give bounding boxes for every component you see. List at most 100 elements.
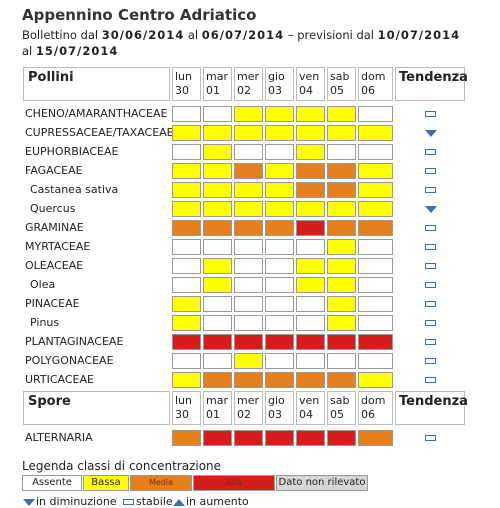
trend-icon	[425, 377, 436, 383]
level-cell	[265, 430, 294, 446]
day-header: sab 05	[327, 67, 356, 101]
level-cell	[296, 163, 325, 179]
level-cell	[234, 106, 263, 122]
level-cell	[327, 258, 356, 274]
day-header: mer 02	[234, 67, 263, 101]
row-name: EUPHORBIACEAE	[25, 145, 119, 158]
day-date: 02	[237, 408, 251, 421]
level-cell	[296, 125, 325, 141]
level-cell	[265, 277, 294, 293]
trend-shape	[425, 377, 436, 383]
day-date: 30	[175, 408, 189, 421]
level-cell	[203, 125, 232, 141]
trend-shape	[425, 282, 436, 288]
level-cell	[358, 106, 393, 122]
day-header: ven 04	[296, 391, 325, 425]
trend-label: in diminuzione	[36, 495, 117, 508]
row-name: Pinus	[30, 316, 60, 329]
level-cell	[172, 182, 201, 198]
day-header: lun 30	[172, 391, 201, 425]
legend-class: Bassa	[83, 475, 129, 491]
level-cell	[172, 106, 201, 122]
level-cell	[172, 163, 201, 179]
level-cell	[234, 220, 263, 236]
level-cell	[172, 220, 201, 236]
bulletin: Bollettino dal 30/06/2014 al 06/07/2014 …	[22, 27, 462, 59]
trend-shape	[425, 435, 436, 441]
row-name: FAGACEAE	[25, 164, 83, 177]
day-date: 01	[206, 408, 220, 421]
level-cell	[327, 182, 356, 198]
bulletin-part: al	[22, 44, 36, 58]
level-cell	[172, 277, 201, 293]
trend-shape	[425, 149, 436, 155]
level-cell	[327, 106, 356, 122]
level-cell	[358, 220, 393, 236]
title: Appennino Centro Adriatico	[22, 6, 257, 24]
level-cell	[234, 334, 263, 350]
level-cell	[172, 372, 201, 388]
day-header: dom 06	[358, 391, 393, 425]
level-cell	[296, 430, 325, 446]
day-header: sab 05	[327, 391, 356, 425]
day-date: 01	[206, 84, 220, 97]
row-name: ALTERNARIA	[25, 431, 93, 444]
level-cell	[296, 201, 325, 217]
trend-shape	[425, 301, 436, 307]
level-cell	[327, 163, 356, 179]
trend-icon	[425, 435, 436, 441]
level-cell	[265, 296, 294, 312]
level-cell	[265, 106, 294, 122]
trend-shape	[425, 358, 436, 364]
level-cell	[265, 315, 294, 331]
level-cell	[296, 258, 325, 274]
level-cell	[327, 296, 356, 312]
level-cell	[234, 430, 263, 446]
level-cell	[172, 353, 201, 369]
level-cell	[203, 372, 232, 388]
row-name: URTICACEAE	[25, 373, 94, 386]
level-cell	[234, 277, 263, 293]
trend-shape	[425, 225, 436, 231]
section-header: Pollini	[23, 67, 170, 101]
level-cell	[358, 239, 393, 255]
day-name: ven	[299, 70, 320, 83]
level-cell	[265, 239, 294, 255]
trend-shape	[123, 499, 134, 505]
day-name: sab	[330, 70, 350, 83]
row-name: PINACEAE	[25, 297, 80, 310]
trend-icon	[425, 206, 437, 213]
level-cell	[358, 296, 393, 312]
level-cell	[327, 277, 356, 293]
row-name: Olea	[30, 278, 56, 291]
day-name: lun	[175, 70, 192, 83]
trend-shape	[425, 244, 436, 250]
day-name: gio	[268, 394, 285, 407]
trend-shape	[425, 130, 437, 137]
level-cell	[296, 315, 325, 331]
level-cell	[234, 315, 263, 331]
day-date: 04	[299, 408, 313, 421]
level-cell	[172, 239, 201, 255]
level-cell	[327, 315, 356, 331]
level-cell	[234, 163, 263, 179]
day-name: lun	[175, 394, 192, 407]
legend-class: Alta	[193, 475, 275, 491]
row-name: CUPRESSACEAE/TAXACEAE	[25, 126, 174, 139]
bulletin-part: al	[184, 28, 202, 42]
level-cell	[203, 220, 232, 236]
trend-header: Tendenza	[395, 67, 468, 101]
level-cell	[296, 277, 325, 293]
trend-icon	[425, 339, 436, 345]
day-date: 06	[361, 408, 375, 421]
level-cell	[172, 258, 201, 274]
day-date: 05	[330, 408, 344, 421]
level-cell	[203, 277, 232, 293]
trend-icon	[425, 149, 436, 155]
level-cell	[172, 334, 201, 350]
day-name: ven	[299, 394, 320, 407]
trend-label: in aumento	[186, 495, 249, 508]
level-cell	[203, 106, 232, 122]
level-cell	[327, 201, 356, 217]
